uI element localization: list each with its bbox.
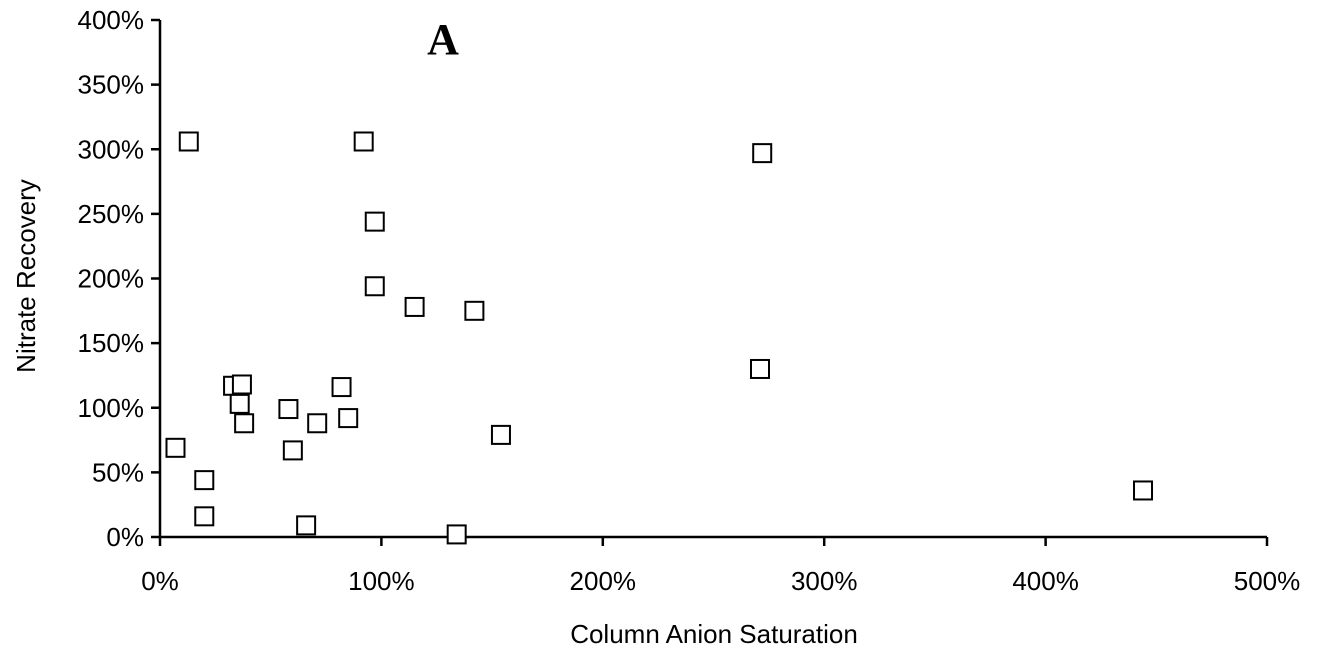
y-tick-label: 350% <box>78 70 145 100</box>
data-points <box>165 131 1154 545</box>
data-point <box>749 358 770 379</box>
y-tick-label: 300% <box>78 134 145 164</box>
y-tick-label: 200% <box>78 264 145 294</box>
data-point <box>234 413 255 434</box>
data-point <box>331 377 352 398</box>
data-point <box>752 143 773 164</box>
data-point <box>278 399 299 420</box>
data-point <box>490 424 511 445</box>
data-point <box>364 276 385 297</box>
data-point <box>229 393 250 414</box>
y-tick-label: 250% <box>78 199 145 229</box>
x-tick-label: 100% <box>348 566 415 596</box>
x-tick-label: 300% <box>791 566 858 596</box>
data-point <box>165 437 186 458</box>
data-point <box>296 515 317 536</box>
y-tick-label: 150% <box>78 328 145 358</box>
y-tick-label: 400% <box>78 5 145 35</box>
x-tick-label: 500% <box>1234 566 1301 596</box>
x-tick-label: 400% <box>1012 566 1079 596</box>
data-point <box>307 413 328 434</box>
x-axis-title: Column Anion Saturation <box>570 619 858 649</box>
data-point <box>282 440 303 461</box>
data-point <box>194 470 215 491</box>
data-point <box>338 408 359 429</box>
data-point <box>178 131 199 152</box>
panel-label: A <box>427 15 459 64</box>
y-tick-label: 0% <box>106 522 144 552</box>
data-point <box>404 296 425 317</box>
y-tick-label: 100% <box>78 393 145 423</box>
data-point <box>364 211 385 232</box>
data-point <box>194 506 215 527</box>
x-axis: 0% 100% 200% 300% 400% 500% <box>141 535 1301 596</box>
data-point <box>1133 480 1154 501</box>
y-axis-title: Nitrate Recovery <box>11 179 41 373</box>
y-axis: 0% 50% 100% 150% 200% 250% 300% 350% 400% <box>78 5 162 552</box>
y-tick-label: 50% <box>92 457 144 487</box>
data-point <box>353 131 374 152</box>
data-point <box>464 300 485 321</box>
x-tick-label: 0% <box>141 566 179 596</box>
data-point <box>446 524 467 545</box>
data-point <box>231 374 252 395</box>
x-tick-label: 200% <box>570 566 637 596</box>
